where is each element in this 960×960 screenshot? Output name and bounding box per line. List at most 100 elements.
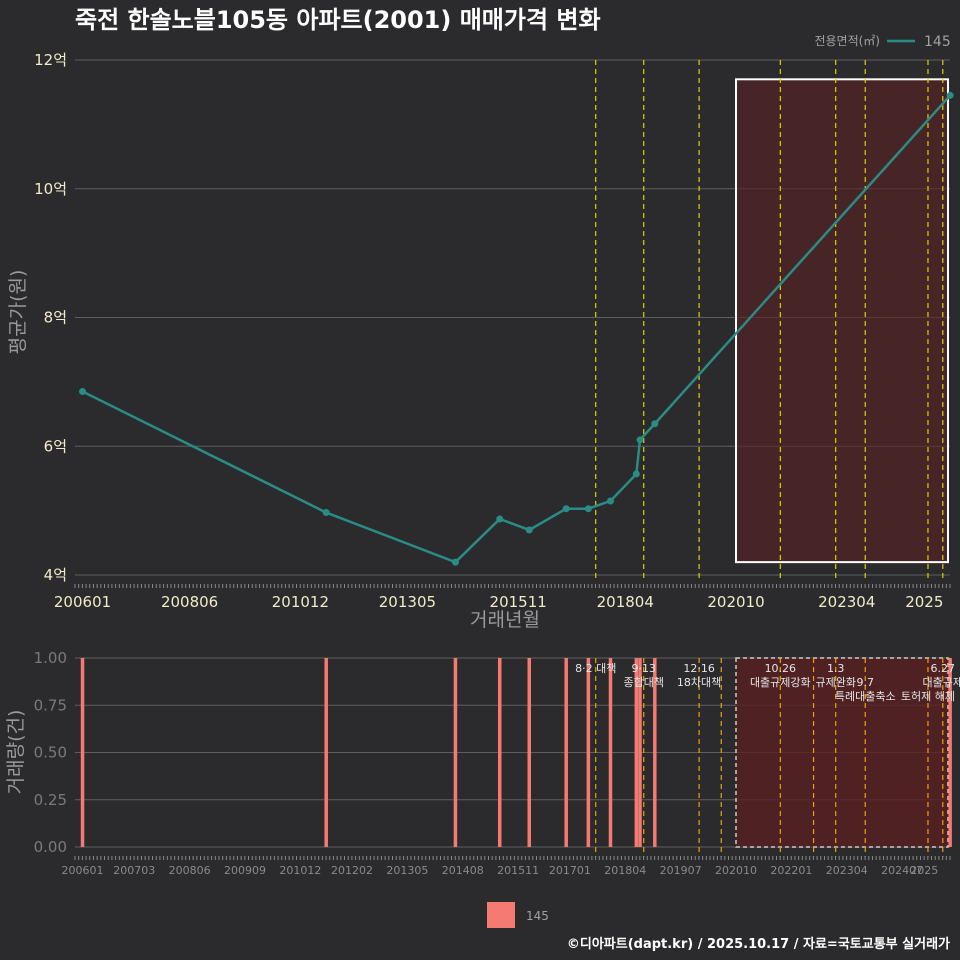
legend-bar-swatch (487, 902, 515, 928)
volume-annotation-text: 8·2 대책 (575, 662, 616, 675)
volume-bar (564, 658, 568, 847)
price-chart-shaded-region (735, 78, 949, 564)
volume-x-tick-label: 200806 (169, 864, 211, 877)
price-x-tick-label: 202010 (707, 593, 764, 611)
price-chart-policy-lines (595, 60, 944, 580)
price-chart-y-label: 평균가(원) (7, 270, 29, 355)
volume-annotation-text: 9·13 (631, 662, 656, 675)
volume-x-tick-label: 201202 (331, 864, 373, 877)
price-x-tick-label: 2025 (905, 593, 943, 611)
volume-x-tick-label: 2025 (910, 864, 938, 877)
volume-x-tick-label: 200703 (113, 864, 155, 877)
price-y-tick-label: 12억 (34, 51, 67, 69)
volume-x-tick-label: 201012 (279, 864, 321, 877)
volume-x-tick-label: 202304 (826, 864, 868, 877)
volume-bar (634, 658, 639, 847)
price-point (79, 388, 87, 396)
volume-bar (324, 658, 328, 847)
volume-bar (453, 658, 458, 847)
volume-chart-policy-lines (595, 658, 944, 857)
volume-annotation-text: 9.7 (856, 676, 874, 689)
price-x-tick-label: 201804 (597, 593, 654, 611)
price-point (562, 505, 570, 513)
price-x-tick-label: 200806 (161, 593, 218, 611)
price-shaded-box (735, 78, 949, 564)
volume-bar (948, 658, 952, 847)
price-chart-series (79, 91, 954, 566)
volume-chart-bars (80, 658, 952, 847)
price-point (946, 91, 954, 99)
volume-annotation-text: 1.3 (827, 662, 845, 675)
price-point (632, 470, 640, 478)
volume-x-tick-label: 200601 (62, 864, 104, 877)
volume-bar (608, 658, 613, 847)
volume-x-tick-label: 201907 (660, 864, 702, 877)
legend-series-label: 145 (924, 34, 951, 50)
volume-chart-y-label: 거래량(건) (5, 710, 27, 795)
volume-x-tick-label: 201408 (442, 864, 484, 877)
volume-annotation-text: 18차대책 (677, 676, 721, 689)
volume-x-tick-label: 201701 (549, 864, 591, 877)
legend-title: 전용면적(㎡) (814, 34, 880, 48)
volume-chart-shaded-region (735, 657, 949, 848)
price-line (81, 94, 952, 564)
price-x-tick-label: 202304 (818, 593, 875, 611)
volume-annotation-text: 6.27 (931, 662, 956, 675)
chart-title: 죽전 한솔노블105동 아파트(2001) 매매가격 변화 (75, 6, 601, 34)
price-y-tick-label: 8억 (44, 309, 67, 327)
volume-x-tick-label: 201511 (497, 864, 539, 877)
volume-annotation-text: 12·16 (683, 662, 715, 675)
volume-x-tick-label: 202407 (881, 864, 923, 877)
volume-annotation-text: 대출규제강화 (750, 676, 811, 689)
volume-annotation-text: 규제완화 (815, 676, 855, 689)
price-point (584, 505, 592, 513)
price-chart-legend: 전용면적(㎡) 145 (814, 34, 950, 50)
price-chart-x-label: 거래년월 (470, 609, 540, 631)
volume-annotation-text: 10.26 (765, 662, 797, 675)
volume-y-tick-label: 0.00 (34, 838, 67, 856)
volume-chart-x-ticks: 200601 200703 200806 200909 201012 201202 2013… (62, 856, 951, 877)
price-point (607, 497, 614, 505)
price-point (322, 509, 330, 517)
price-x-tick-label: 200601 (54, 593, 111, 611)
volume-x-tick-label: 201804 (604, 864, 646, 877)
price-y-tick-label: 6억 (44, 437, 67, 455)
volume-chart-legend: 145 (487, 902, 549, 928)
volume-x-tick-label: 202010 (715, 864, 757, 877)
volume-bar (653, 658, 657, 847)
price-y-tick-label: 10억 (34, 180, 67, 198)
volume-annotation-text: 종합대책 (623, 676, 663, 689)
volume-y-tick-label: 0.50 (34, 744, 67, 762)
volume-bar (638, 658, 642, 847)
volume-bar (497, 658, 502, 847)
volume-x-tick-label: 201305 (386, 864, 428, 877)
volume-annotation-text: 특례대출축소 (835, 690, 896, 703)
volume-shaded-box (735, 657, 949, 848)
price-point (636, 436, 644, 444)
volume-bar (527, 658, 531, 847)
volume-bar (586, 658, 591, 847)
price-x-tick-label: 201511 (490, 593, 547, 611)
price-x-tick-label: 201012 (272, 593, 329, 611)
legend-bar-label: 145 (526, 909, 549, 923)
price-point (651, 420, 659, 428)
price-y-tick-label: 4억 (44, 566, 67, 584)
price-point (525, 526, 533, 534)
price-chart-x-ticks: 200601 200806 201012 201305 201511 201804 2020… (54, 584, 951, 611)
price-chart-y-ticks: 4억 6억 8억 10억 12억 (34, 51, 67, 584)
price-x-tick-label: 201305 (379, 593, 436, 611)
volume-bar (80, 658, 85, 847)
volume-chart-y-ticks: 0.00 0.25 0.50 0.75 1.00 (34, 649, 67, 856)
volume-annotation-text: 토허제 해제 (901, 689, 955, 703)
volume-x-tick-label: 200909 (224, 864, 266, 877)
volume-y-tick-label: 1.00 (34, 649, 67, 667)
volume-x-tick-label: 202201 (770, 864, 812, 877)
volume-y-tick-label: 0.25 (34, 791, 67, 809)
footer-credit: ©디아파트(dapt.kr) / 2025.10.17 / 자료=국토교통부 실… (567, 936, 950, 952)
volume-y-tick-label: 0.75 (34, 696, 67, 714)
price-point (496, 515, 504, 523)
price-point (451, 558, 459, 566)
volume-annotation-text: 대출규제 (923, 676, 960, 689)
